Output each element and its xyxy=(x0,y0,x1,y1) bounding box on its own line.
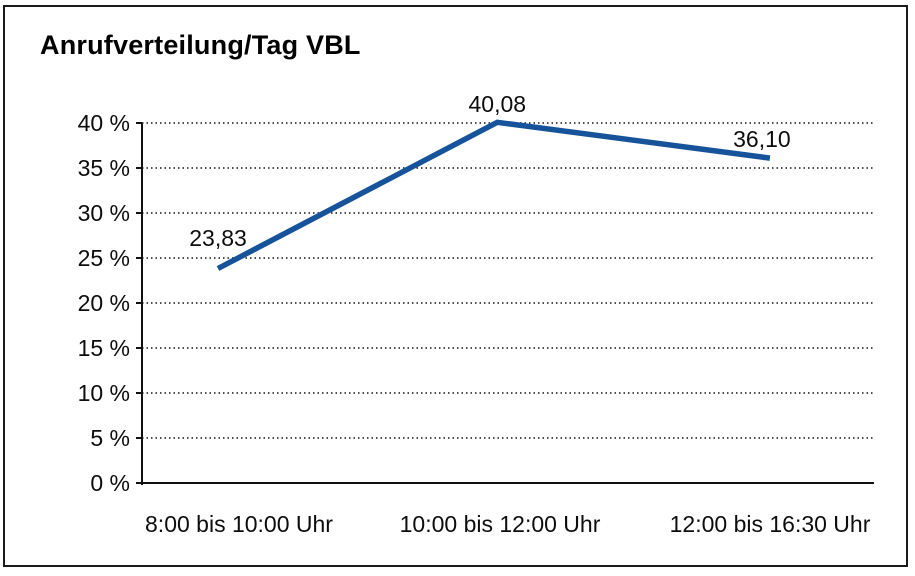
chart-border-frame xyxy=(3,5,908,567)
data-label-1: 23,83 xyxy=(189,224,247,251)
y-axis-label-10: 10 % xyxy=(77,380,130,406)
y-axis-label-15: 15 % xyxy=(77,335,130,361)
data-label-2: 40,08 xyxy=(468,91,527,118)
y-axis-tick-20 xyxy=(136,302,142,304)
x-axis-label-2: 10:00 bis 12:00 Uhr xyxy=(399,511,601,537)
x-axis-label-1: 8:00 bis 10:00 Uhr xyxy=(145,511,333,537)
y-axis-tick-0 xyxy=(136,482,142,484)
x-axis-line xyxy=(141,482,874,484)
y-axis-tick-25 xyxy=(136,257,142,259)
y-axis-tick-10 xyxy=(136,392,142,394)
gridline-25 xyxy=(142,257,873,259)
y-axis-label-20: 20 % xyxy=(77,290,130,316)
y-axis-tick-30 xyxy=(136,212,142,214)
x-axis-label-3: 12:00 bis 16:30 Uhr xyxy=(669,511,871,537)
chart-title: Anrufverteilung/Tag VBL xyxy=(40,30,361,60)
gridline-30 xyxy=(142,212,873,214)
y-axis-label-25: 25 % xyxy=(77,245,130,271)
data-label-3: 36,10 xyxy=(733,126,791,153)
y-axis-label-40: 40 % xyxy=(77,110,130,136)
gridline-35 xyxy=(142,167,873,169)
y-axis-label-30: 30 % xyxy=(77,200,130,226)
gridline-10 xyxy=(142,392,873,394)
y-axis-tick-40 xyxy=(136,122,142,124)
gridline-5 xyxy=(142,437,873,439)
y-axis-tick-15 xyxy=(136,347,142,349)
y-axis-label-5: 5 % xyxy=(90,425,130,451)
y-axis-line xyxy=(141,123,143,485)
y-axis-label-35: 35 % xyxy=(77,155,130,181)
gridline-15 xyxy=(142,347,873,349)
y-axis-label-0: 0 % xyxy=(90,470,130,496)
y-axis-tick-5 xyxy=(136,437,142,439)
y-axis-tick-35 xyxy=(136,167,142,169)
series-line xyxy=(216,119,771,271)
gridline-20 xyxy=(142,302,873,304)
